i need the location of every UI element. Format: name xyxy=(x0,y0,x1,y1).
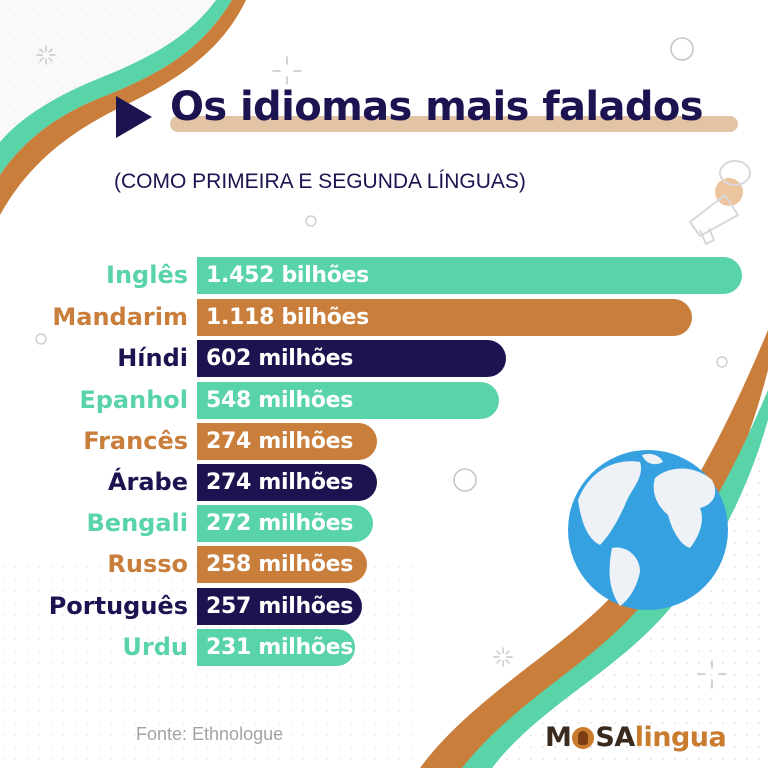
sparkle-icon xyxy=(36,45,56,65)
language-label: Árabe xyxy=(107,468,188,496)
bar-value-label: 1.118 bilhões xyxy=(206,305,369,330)
language-label: Mandarim xyxy=(52,303,188,331)
logo-text-m: M xyxy=(545,722,572,753)
chart-row-arabe: Árabe 274 milhões xyxy=(0,464,768,501)
chart-row-portugues: Português 257 milhões xyxy=(0,588,768,625)
bar xyxy=(197,588,362,625)
bar-value-label: 1.452 bilhões xyxy=(206,263,369,288)
mosalingua-logo: M SAlingua xyxy=(545,722,727,756)
bar-value-label: 602 milhões xyxy=(206,346,354,371)
crosshair-icon xyxy=(697,660,727,689)
bar-value-label: 257 milhões xyxy=(206,594,354,619)
bar xyxy=(197,257,742,294)
bar-value-label: 258 milhões xyxy=(206,552,354,577)
chart-row-bengali: Bengali 272 milhões xyxy=(0,505,768,542)
orange-wave-top xyxy=(0,0,246,215)
bar xyxy=(197,299,692,336)
globe-icon xyxy=(568,450,728,610)
megaphone-icon xyxy=(689,160,751,246)
logo-face-icon xyxy=(572,727,595,749)
bar xyxy=(197,505,373,542)
bar-value-label: 272 milhões xyxy=(206,511,354,536)
page-title: Os idiomas mais falados xyxy=(170,84,704,130)
language-label: Híndi xyxy=(117,344,188,372)
bar-value-label: 274 milhões xyxy=(206,470,354,495)
chart-row-espanhol: Epanhol 548 milhões xyxy=(0,382,768,419)
logo-text-sa: SA xyxy=(595,722,635,753)
chart-row-mandarim: Mandarim 1.118 bilhões xyxy=(0,299,768,336)
circle-outline-icon xyxy=(716,356,728,368)
bar-value-label: 231 milhões xyxy=(206,635,354,660)
circle-outline-icon xyxy=(453,468,477,492)
chart-row-hindi: Híndi 602 milhões xyxy=(0,340,768,377)
title-highlight xyxy=(170,116,738,132)
page-subtitle: (COMO PRIMEIRA E SEGUNDA LÍNGUAS) xyxy=(114,170,526,193)
bar xyxy=(197,464,377,501)
bar xyxy=(197,340,506,377)
circle-outline-icon xyxy=(35,333,47,345)
play-triangle-icon xyxy=(116,96,152,138)
sparkle-icon xyxy=(493,647,513,667)
chart-row-urdu: Urdu 231 milhões xyxy=(0,629,768,666)
language-label: Urdu xyxy=(122,633,188,661)
source-credit: Fonte: Ethnologue xyxy=(136,724,284,744)
crosshair-icon xyxy=(272,56,302,85)
language-label: Epanhol xyxy=(79,386,188,414)
teal-wave-top xyxy=(0,0,232,175)
bar xyxy=(197,423,377,460)
chart-row-russo: Russo 258 milhões xyxy=(0,546,768,583)
bar xyxy=(197,546,367,583)
bar xyxy=(197,629,355,666)
language-label: Francês xyxy=(83,427,188,455)
bar-value-label: 548 milhões xyxy=(206,388,354,413)
circle-outline-icon xyxy=(305,215,317,227)
chart-row-ingles: Inglês 1.452 bilhões xyxy=(0,257,768,294)
bar-value-label: 274 milhões xyxy=(206,429,354,454)
language-label: Português xyxy=(48,592,188,620)
language-label: Bengali xyxy=(86,509,188,537)
language-label: Inglês xyxy=(106,261,188,289)
bar xyxy=(197,382,499,419)
language-label: Russo xyxy=(107,550,188,578)
chart-row-frances: Francês 274 milhões xyxy=(0,423,768,460)
circle-outline-icon xyxy=(670,37,694,61)
logo-text-lingua: lingua xyxy=(634,722,727,753)
